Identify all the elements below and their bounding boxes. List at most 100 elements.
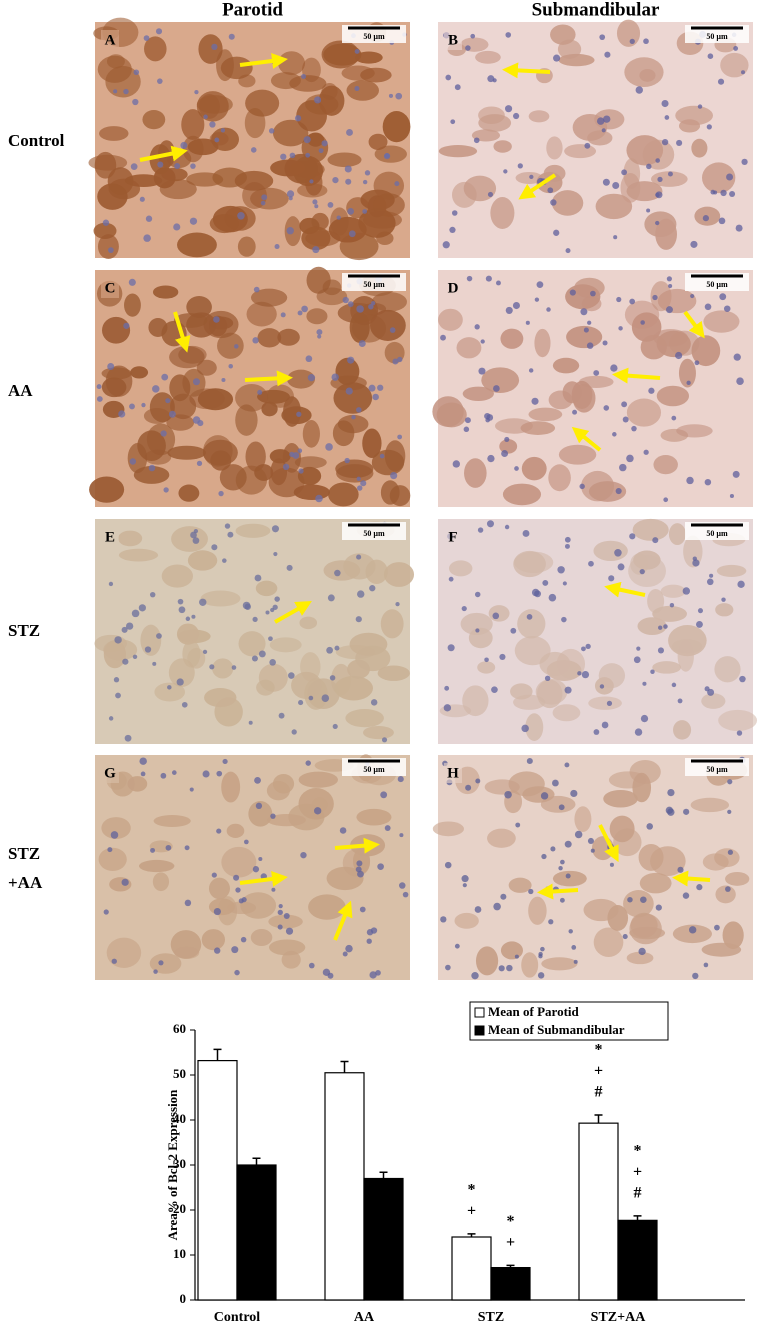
micrograph-nucleus	[221, 378, 226, 383]
micrograph-nucleus	[686, 476, 694, 485]
micrograph-cell	[187, 647, 206, 669]
micrograph-nucleus	[174, 162, 181, 169]
micrograph-cell	[269, 637, 302, 653]
micrograph-cell	[356, 808, 392, 826]
micrograph-nucleus	[464, 417, 471, 424]
micrograph-nucleus	[143, 234, 151, 242]
micrograph-cell	[675, 105, 714, 126]
micrograph-cell	[212, 658, 234, 679]
micrograph-nucleus	[565, 248, 571, 254]
micrograph-nucleus	[345, 387, 353, 395]
micrograph-nucleus	[677, 866, 684, 873]
micrograph-cell	[152, 285, 179, 299]
bar	[617, 1219, 658, 1301]
micrograph-nucleus	[465, 784, 472, 791]
micrograph-nucleus	[228, 363, 233, 369]
micrograph-nucleus	[606, 700, 613, 706]
micrograph-nucleus	[113, 677, 120, 683]
micrograph-cell	[258, 663, 288, 692]
micrograph-cell	[238, 631, 266, 657]
micrograph-nucleus	[558, 865, 563, 871]
micrograph-nucleus	[505, 105, 513, 113]
micrograph-nucleus	[696, 620, 703, 628]
micrograph-nucleus	[269, 659, 276, 666]
micrograph-cell	[647, 588, 665, 614]
micrograph-nucleus	[727, 779, 733, 785]
legend-label: Mean of Parotid	[488, 1004, 580, 1019]
micrograph-nucleus	[399, 882, 406, 889]
micrograph-nucleus	[307, 374, 316, 382]
micrograph-nucleus	[354, 85, 360, 92]
micrograph-nucleus	[199, 598, 207, 606]
micrograph-nucleus	[227, 531, 234, 538]
micrograph-cell	[346, 80, 379, 101]
micrograph-nucleus	[444, 861, 452, 869]
micrograph-cell	[346, 197, 370, 219]
micrograph-nucleus	[706, 124, 712, 130]
micrograph-nucleus	[348, 230, 356, 238]
error-bar	[252, 1157, 261, 1165]
panel-letter: C	[105, 280, 116, 296]
micrograph-cell	[101, 316, 131, 344]
micrograph-nucleus	[540, 946, 545, 952]
micrograph-nucleus	[377, 384, 384, 391]
micrograph-nucleus	[213, 907, 221, 916]
micrograph-nucleus	[171, 770, 177, 775]
micrograph-nucleus	[344, 165, 352, 173]
micrograph-cell	[221, 771, 241, 803]
micrograph-nucleus	[282, 463, 290, 470]
micrograph-cell	[587, 130, 613, 146]
micrograph-nucleus	[184, 899, 192, 907]
micrograph-nucleus	[601, 128, 606, 133]
micrograph-cell	[272, 119, 309, 147]
arrow	[537, 883, 579, 900]
micrograph-cell	[237, 236, 256, 257]
micrograph-nucleus	[313, 807, 322, 815]
micrograph-nucleus	[342, 296, 349, 304]
micrograph-nucleus	[327, 202, 334, 208]
micrograph-cell	[626, 951, 654, 965]
micrograph-cell	[97, 234, 119, 259]
panel-letter-bg	[444, 30, 462, 50]
arrow	[274, 601, 312, 624]
micrograph-nucleus	[283, 912, 290, 919]
micrograph-cell	[714, 656, 741, 683]
micrograph-nucleus	[334, 645, 340, 651]
micrograph-cell	[650, 281, 672, 312]
micrograph-cell	[187, 550, 218, 571]
micrograph-nucleus	[613, 235, 618, 240]
micrograph-cell	[177, 232, 217, 258]
micrograph-nucleus	[506, 964, 513, 972]
micrograph-nucleus	[564, 762, 570, 768]
micrograph-nucleus	[321, 694, 330, 702]
micrograph-nucleus	[370, 699, 378, 706]
micrograph-cell	[528, 110, 550, 123]
micrograph-nucleus	[487, 191, 494, 198]
micrograph-nucleus	[478, 367, 486, 375]
micrograph-nucleus	[368, 303, 374, 310]
scale-label: 50 µm	[706, 529, 728, 538]
micrograph-nucleus	[389, 327, 396, 333]
micrograph-cell	[487, 828, 516, 848]
micrograph-nucleus	[531, 397, 539, 405]
micrograph-cell	[235, 383, 269, 412]
micrograph-cell	[438, 308, 463, 331]
micrograph-cell	[546, 136, 563, 160]
micrograph-nucleus	[499, 653, 506, 660]
micrograph-nucleus	[706, 578, 714, 586]
micrograph-nucleus	[514, 466, 519, 471]
significance-mark: *	[507, 1213, 515, 1230]
micrograph-nucleus	[240, 936, 247, 943]
micrograph-nucleus	[657, 647, 664, 654]
micrograph-nucleus	[713, 190, 718, 195]
micrograph-cell	[208, 877, 230, 900]
micrograph-nucleus	[252, 866, 260, 873]
micrograph-cell	[291, 671, 322, 700]
micrograph-nucleus	[143, 35, 150, 41]
micrograph-nucleus	[593, 729, 600, 735]
micrograph-nucleus	[133, 69, 140, 76]
bar	[363, 1177, 404, 1301]
micrograph-cell	[298, 788, 334, 820]
micrograph-nucleus	[719, 293, 727, 301]
micrograph-nucleus	[440, 916, 447, 923]
